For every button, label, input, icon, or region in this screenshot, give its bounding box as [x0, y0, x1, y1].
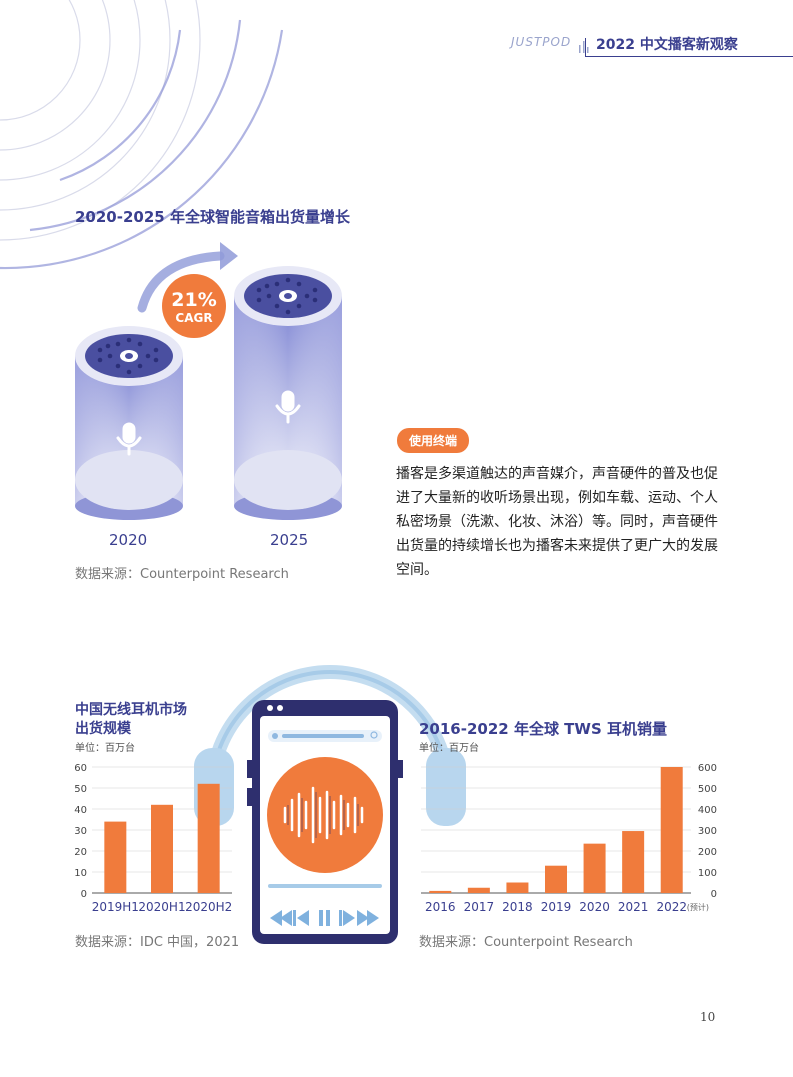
cagr-value: 21%: [171, 289, 216, 311]
chart2-xtick: 2018: [502, 900, 533, 914]
chart1-bar: [104, 821, 127, 893]
chart2-ytick: 100: [698, 868, 717, 879]
brand-logo: JUSTPOD: [511, 35, 572, 49]
chart1-title-line1: 中国无线耳机市场: [75, 702, 187, 718]
chart1-ytick: 40: [74, 805, 87, 816]
chart2-xtick: 2017: [464, 900, 495, 914]
microphone-icon: [116, 422, 142, 456]
decorative-arcs: [0, 0, 284, 270]
chart1-title-line2: 出货规模: [75, 721, 131, 737]
chart2-xtick: 2016: [425, 900, 456, 914]
chart2-ytick: 300: [698, 826, 717, 837]
chart2-unit: 单位：百万台: [419, 743, 479, 754]
header-underline: [585, 56, 793, 57]
fast-forward-icon: [357, 910, 369, 926]
chart2-ytick: 0: [711, 889, 717, 900]
pause-icon: [319, 910, 323, 926]
chart2-xtick: 2019: [541, 900, 572, 914]
chart1-xtick: 2020H2: [185, 900, 232, 914]
terminal-badge: 使用终端: [397, 428, 470, 453]
search-icon: [370, 731, 378, 739]
chart1-ytick: 50: [74, 784, 87, 795]
terminal-paragraph: 播客是多渠道触达的声音媒介，声音硬件的普及也促进了大量新的收听场景出现，例如车载…: [396, 466, 718, 578]
chart2-ytick: 200: [698, 847, 717, 858]
cagr-label: CAGR: [175, 311, 212, 325]
speaker-year-left: 2020: [109, 531, 148, 549]
chart2-svg: 0 100 200 300 400 500 600 2016 2017 2018 2019 2020 2…: [421, 763, 717, 914]
chart2-bar: [583, 843, 606, 893]
header-divider: [585, 38, 586, 56]
soundwave-icon: [579, 41, 589, 53]
chart2-xtick: 2020: [579, 900, 610, 914]
player-controls: [270, 910, 379, 926]
chart1-ytick: 20: [74, 847, 87, 858]
chart2-ytick: 400: [698, 805, 717, 816]
waveform-icon: [283, 786, 364, 844]
microphone-icon: [275, 390, 301, 424]
cagr-badge: [162, 274, 226, 338]
chart1-xtick: 2019H1: [92, 900, 139, 914]
chart1-ytick: 30: [74, 826, 87, 837]
chart2-xtick: 2021: [618, 900, 649, 914]
chart2-bar: [622, 831, 645, 893]
chart1-ytick: 10: [74, 868, 87, 879]
rewind-icon: [270, 910, 282, 926]
chart2-bar: [467, 887, 490, 893]
speaker-year-right: 2025: [270, 531, 309, 549]
chart1-bar: [197, 783, 220, 893]
chart1-unit: 单位：百万台: [75, 743, 135, 754]
chart2-bar: [545, 865, 567, 893]
chart2-source: 数据来源：Counterpoint Research: [419, 935, 633, 950]
chart2-bar: [660, 767, 683, 893]
chart2-xtick: 2022: [656, 900, 687, 914]
user-icon: [272, 733, 278, 739]
chart1-source: 数据来源：IDC 中国，2021: [75, 935, 240, 950]
chart1-bar: [151, 804, 173, 893]
next-icon: [339, 910, 342, 926]
chart1-svg: 0 10 20 30 40 50 60 2019H1 2020H1 2020H2: [74, 763, 232, 914]
headphone-phone-illustration: [194, 665, 466, 944]
speaker-source: 数据来源：Counterpoint Research: [75, 567, 289, 582]
chart1-xtick: 2020H1: [138, 900, 185, 914]
speaker-section-title: 2020-2025 年全球智能音箱出货量增长: [75, 208, 350, 226]
speaker-2025: [234, 266, 342, 520]
page-number: 10: [700, 1010, 716, 1024]
header-title: 2022 中文播客新观察: [596, 37, 738, 53]
chart2-ytick: 600: [698, 763, 717, 774]
chart2-bar: [429, 890, 452, 893]
chart2-title: 2016-2022 年全球 TWS 耳机销量: [419, 720, 667, 738]
chart2-bar: [506, 882, 529, 893]
speaker-illustration: 21% CAGR: [75, 242, 342, 520]
chart2-ytick: 500: [698, 784, 717, 795]
speaker-2020: [75, 326, 183, 520]
chart1-ytick: 0: [81, 889, 87, 900]
prev-icon: [293, 910, 296, 926]
chart1-ytick: 60: [74, 763, 87, 774]
chart2-forecast-note: (预计): [687, 902, 709, 912]
